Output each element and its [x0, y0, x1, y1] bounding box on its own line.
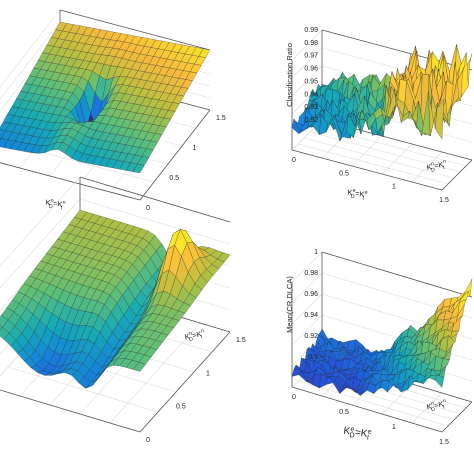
z-tick-label: 0.97: [304, 53, 318, 60]
y-axis-label: KnD=KnI: [44, 197, 66, 212]
axis-line: [79, 176, 231, 223]
surface: [0, 21, 211, 174]
y-axis-label: KeD=KeI: [342, 425, 372, 442]
y-tick-label: 1: [392, 184, 396, 191]
x-axis-label: KnD=KnI: [426, 159, 448, 175]
grid-line: [291, 251, 323, 283]
grid-line: [381, 143, 413, 175]
y-tick-label: 1.5: [439, 439, 449, 446]
axis-line: [59, 9, 211, 51]
surface-facet: [435, 99, 445, 140]
grid-line: [297, 143, 449, 185]
x-tick-label: 0.5: [176, 404, 186, 411]
surface-facet: [132, 362, 146, 372]
axis-line: [291, 149, 443, 191]
panel-top-right: 0 0.5 1 1.5 0.92 0.93 0.94 0.95 0.96 0.97 0.98 0.99…: [285, 27, 473, 204]
x-axis-label: KnD=KnI: [426, 398, 448, 414]
grid-line: [0, 176, 81, 267]
z-tick-label: 0.94: [304, 91, 318, 98]
z-tick-label: 0.92: [304, 333, 318, 340]
x-tick-label: 1.5: [216, 115, 226, 122]
y-tick-label: 1: [392, 424, 396, 431]
axis-line: [291, 386, 443, 433]
surface: [291, 278, 473, 396]
grid-line: [291, 272, 323, 304]
x-tick-label: 1: [193, 145, 197, 152]
z-tick-label: 1: [314, 249, 318, 256]
z-tick-label: 0.93: [304, 104, 318, 111]
x-tick-label: 0: [146, 437, 150, 444]
axis-line: [441, 401, 473, 433]
axis-line: [321, 29, 473, 71]
y-tick-label: 0: [292, 394, 296, 401]
x-tick-label: 1: [206, 370, 210, 377]
grid-line: [291, 47, 323, 79]
grid-line: [303, 137, 455, 179]
grid-line: [291, 29, 323, 61]
z-tick-label: 0.9: [308, 354, 318, 361]
axis-line: [139, 109, 211, 201]
grid-line: [7, 366, 159, 413]
x-axis-label: KnD=KnI: [184, 328, 206, 344]
axis-line: [139, 331, 231, 433]
panel-bottom-right: 0 0.5 1 1.5 0.9 0.92 0.94 0.96 0.98 1 Mean(CR,DI,C…: [285, 249, 473, 446]
grid-line: [309, 131, 461, 173]
z-tick-label: 0.98: [304, 40, 318, 47]
surface-facet: [132, 163, 145, 174]
panel-bottom-left: 0 0.5 1 1.5 KnD=KnI: [0, 176, 246, 444]
grid-line: [0, 389, 141, 433]
z-tick-label: 0.94: [304, 312, 318, 319]
z-tick-label: 0.98: [304, 270, 318, 277]
grid-line: [291, 65, 323, 97]
z-tick-label: 0.96: [304, 291, 318, 298]
y-tick-label: 0.5: [339, 409, 349, 416]
y-tick-label: 0.5: [339, 170, 349, 177]
z-tick-label: 0.99: [304, 27, 318, 34]
y-tick-label: 0: [292, 157, 296, 164]
axis-line: [0, 162, 141, 201]
grid-line: [411, 392, 443, 424]
z-axis-label: Classification Ratio: [285, 43, 294, 107]
surface: [0, 209, 231, 389]
surface-facet: [435, 374, 445, 388]
z-tick-label: 0.95: [304, 78, 318, 85]
axis-line: [321, 251, 473, 298]
grid-line: [0, 9, 61, 88]
z-tick-label: 0.96: [304, 66, 318, 73]
panel-top-left: 0 0.5 1 1.5 KnD=KnI: [0, 9, 226, 212]
x-tick-label: 1.5: [236, 337, 246, 344]
grid-line: [291, 293, 323, 325]
grid-line: [411, 151, 443, 183]
grid-line: [297, 380, 449, 427]
surface: [291, 44, 473, 142]
grid-line: [0, 21, 61, 100]
grid-line: [109, 322, 201, 424]
z-tick-label: 0.92: [304, 117, 318, 124]
axis-line: [0, 389, 141, 433]
grid-line: [291, 314, 323, 346]
y-tick-label: 1.5: [439, 197, 449, 204]
x-tick-label: 0.5: [169, 175, 179, 182]
z-axis-label: Mean(CR,DI,CA): [285, 276, 294, 333]
y-axis-label: KeD=KeI: [346, 187, 368, 202]
grid-line: [79, 198, 231, 245]
grid-line: [351, 135, 383, 167]
axis-line: [441, 159, 473, 191]
x-tick-label: 0: [146, 205, 150, 212]
grid-line: [0, 198, 81, 289]
